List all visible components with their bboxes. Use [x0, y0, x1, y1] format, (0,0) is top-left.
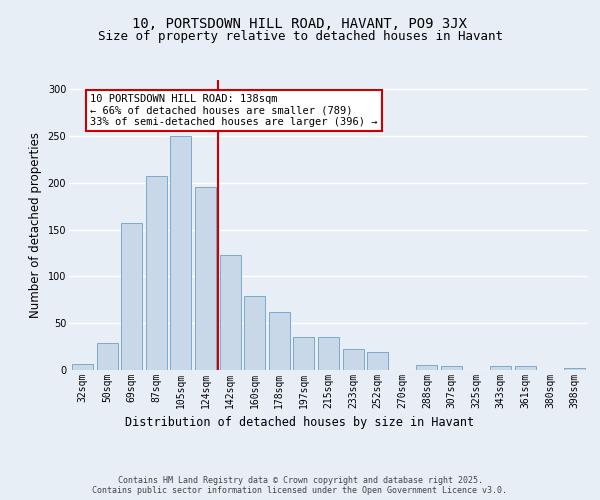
Text: Distribution of detached houses by size in Havant: Distribution of detached houses by size … — [125, 416, 475, 429]
Bar — [490, 366, 511, 370]
Bar — [515, 366, 536, 370]
Bar — [441, 366, 462, 370]
Bar — [318, 338, 339, 370]
Bar — [269, 312, 290, 370]
Bar — [564, 368, 585, 370]
Bar — [195, 186, 216, 370]
Bar — [343, 350, 364, 370]
Bar — [121, 223, 142, 370]
Text: Contains HM Land Registry data © Crown copyright and database right 2025.
Contai: Contains HM Land Registry data © Crown c… — [92, 476, 508, 495]
Bar — [170, 136, 191, 370]
Bar — [220, 255, 241, 370]
Bar — [416, 366, 437, 370]
Text: 10 PORTSDOWN HILL ROAD: 138sqm
← 66% of detached houses are smaller (789)
33% of: 10 PORTSDOWN HILL ROAD: 138sqm ← 66% of … — [90, 94, 377, 127]
Y-axis label: Number of detached properties: Number of detached properties — [29, 132, 42, 318]
Bar — [244, 296, 265, 370]
Text: Size of property relative to detached houses in Havant: Size of property relative to detached ho… — [97, 30, 503, 43]
Bar — [72, 364, 93, 370]
Bar — [146, 176, 167, 370]
Bar — [97, 343, 118, 370]
Bar — [367, 352, 388, 370]
Text: 10, PORTSDOWN HILL ROAD, HAVANT, PO9 3JX: 10, PORTSDOWN HILL ROAD, HAVANT, PO9 3JX — [133, 18, 467, 32]
Bar — [293, 338, 314, 370]
